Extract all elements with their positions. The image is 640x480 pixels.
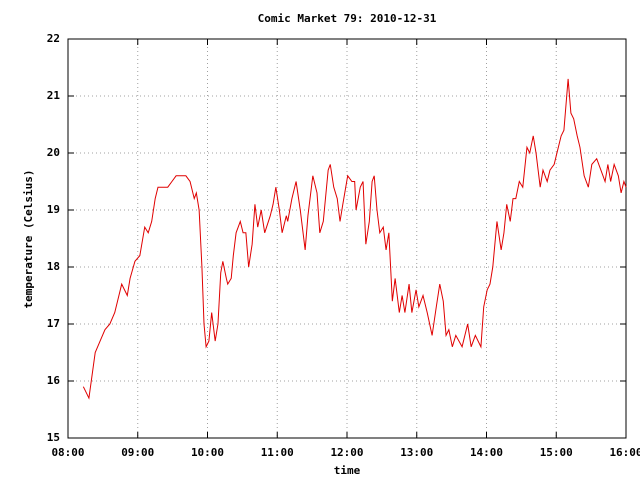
y-tick-label: 20	[47, 146, 60, 159]
line	[82, 78, 627, 400]
y-tick-label: 16	[47, 374, 61, 387]
chart-title: Comic Market 79: 2010-12-31	[258, 12, 437, 25]
y-axis-label: temperature (Celsius)	[22, 169, 35, 308]
x-tick-label: 16:00	[609, 446, 640, 459]
y-tick-label: 19	[47, 203, 60, 216]
y-tick-label: 18	[47, 260, 60, 273]
x-tick-label: 10:00	[191, 446, 224, 459]
x-tick-label: 12:00	[330, 446, 363, 459]
x-tick-label: 08:00	[51, 446, 84, 459]
x-tick-label: 14:00	[470, 446, 503, 459]
x-tick-label: 09:00	[121, 446, 154, 459]
y-tick-label: 21	[47, 89, 61, 102]
x-tick-label: 15:00	[540, 446, 573, 459]
x-tick-label: 13:00	[400, 446, 433, 459]
y-tick-label: 15	[47, 431, 60, 444]
x-axis-label: time	[334, 464, 361, 477]
x-tick-label: 11:00	[261, 446, 294, 459]
plot-border	[67, 38, 627, 439]
y-tick-label: 22	[47, 32, 60, 45]
y-tick-label: 17	[47, 317, 60, 330]
